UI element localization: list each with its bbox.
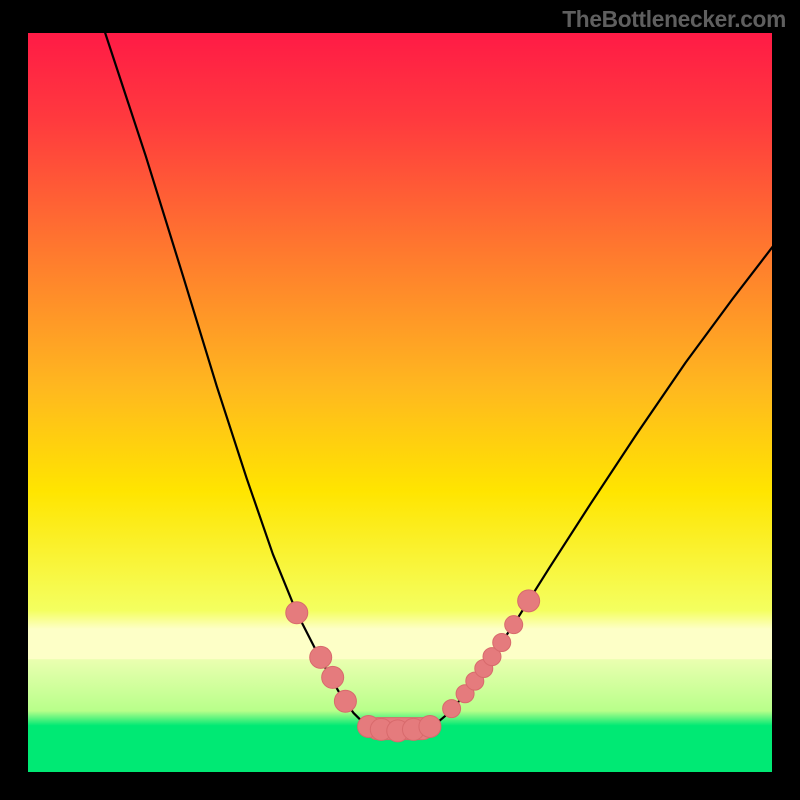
plot-border <box>26 31 774 774</box>
watermark-text: TheBottlenecker.com <box>562 6 786 33</box>
chart-frame: TheBottlenecker.com <box>0 0 800 800</box>
